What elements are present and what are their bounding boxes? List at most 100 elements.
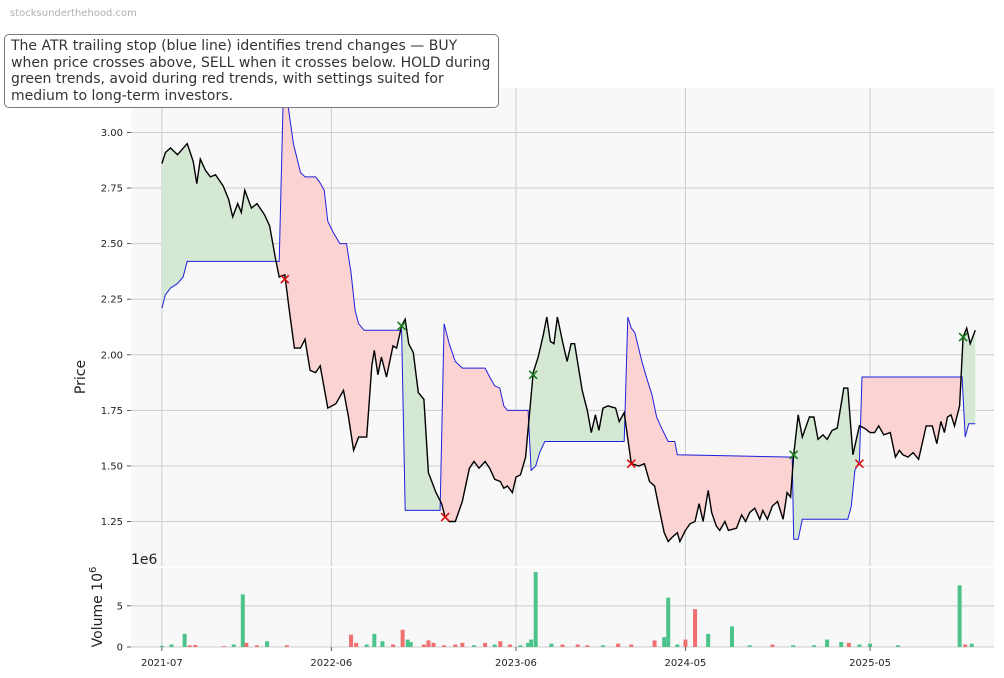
volume-bar xyxy=(675,644,680,647)
volume-bar xyxy=(846,642,851,647)
volume-bar xyxy=(187,645,192,647)
volume-y-tick-label: 0 xyxy=(117,643,123,654)
volume-bar xyxy=(963,644,968,647)
volume-bar xyxy=(483,642,488,647)
volume-bar xyxy=(498,641,503,647)
volume-bar xyxy=(372,633,377,647)
bear-trend-fill xyxy=(441,323,529,522)
price-y-tick-label: 1.75 xyxy=(101,406,123,417)
volume-bar xyxy=(825,639,830,647)
volume-bar xyxy=(231,644,236,647)
sell-signal-marker-stroke xyxy=(854,459,865,469)
price-y-tick-label: 3.00 xyxy=(101,128,123,139)
volume-bar xyxy=(616,643,621,647)
volume-bar xyxy=(560,644,565,647)
buy-signal-marker-stroke xyxy=(958,332,968,342)
volume-bar xyxy=(693,609,698,647)
price-panel: 1.25 1.50 1.75 2.00 2.25 2.50 2.75 3.00 Price xyxy=(73,88,994,566)
price-y-tick-label: 1.25 xyxy=(101,517,123,528)
volume-bar xyxy=(957,585,962,647)
bull-trend-fill xyxy=(961,328,976,438)
volume-bar xyxy=(284,645,289,647)
x-tick-label: 2021-07 xyxy=(141,658,183,669)
volume-bar xyxy=(426,640,431,647)
volume-bar xyxy=(193,644,198,647)
volume-bar xyxy=(770,644,775,647)
bull-trend-fill xyxy=(400,319,441,511)
sell-signal-marker-stroke xyxy=(280,274,290,284)
volume-y-axis-label: Volume 106 xyxy=(88,567,106,648)
volume-bar xyxy=(600,645,605,647)
bear-trend-fill xyxy=(625,316,793,542)
volume-bar xyxy=(240,594,245,647)
price-y-tick-label: 1.50 xyxy=(101,461,123,472)
volume-bar xyxy=(222,646,227,647)
volume-bar xyxy=(460,642,465,647)
buy-signal-marker xyxy=(789,450,799,460)
volume-bar xyxy=(662,637,667,647)
buy-signal-marker-stroke xyxy=(789,450,799,460)
volume-label-text: Volume 10 xyxy=(90,573,106,647)
volume-bar xyxy=(400,629,405,647)
volume-bar xyxy=(507,644,512,647)
volume-bar xyxy=(683,639,688,647)
volume-bar xyxy=(244,642,249,647)
volume-bar xyxy=(652,640,657,647)
volume-bar xyxy=(431,642,436,647)
volume-y-tick-label: 5 xyxy=(117,601,123,612)
price-y-tick-label: 2.25 xyxy=(101,295,123,306)
volume-bar xyxy=(265,641,270,647)
volume-panel: 05 1e6 Volume 106 2021-07 2022-06 2023-06 2… xyxy=(88,552,994,669)
volume-bar xyxy=(405,639,410,647)
volume-bars xyxy=(159,572,974,647)
volume-bar xyxy=(868,643,873,647)
volume-bar xyxy=(969,643,974,647)
x-tick-label: 2025-05 xyxy=(849,658,891,669)
volume-bar xyxy=(526,642,531,647)
buy-signal-marker xyxy=(958,332,968,342)
volume-offset-label: 1e6 xyxy=(131,552,158,568)
price-y-tick-label: 2.50 xyxy=(101,239,123,250)
volume-bar xyxy=(629,644,634,647)
signal-markers xyxy=(280,274,968,522)
bear-trend-fill xyxy=(276,94,400,451)
volume-bar xyxy=(747,645,752,647)
volume-bar xyxy=(895,645,900,647)
price-y-ticks: 1.25 1.50 1.75 2.00 2.25 2.50 2.75 3.00 xyxy=(101,128,131,528)
x-tick-label: 2024-05 xyxy=(665,658,707,669)
description-box: The ATR trailing stop (blue line) identi… xyxy=(4,34,499,109)
bull-trend-fill xyxy=(529,316,625,471)
volume-bar xyxy=(421,644,426,647)
volume-bar xyxy=(706,633,711,647)
volume-bar xyxy=(254,645,259,647)
volume-bar xyxy=(349,634,354,647)
volume-bar xyxy=(442,645,447,647)
volume-bar xyxy=(857,644,862,647)
volume-plot-background xyxy=(131,568,994,647)
volume-bar xyxy=(492,644,497,647)
volume-bar xyxy=(471,645,476,647)
volume-bar xyxy=(391,644,396,647)
buy-signal-marker xyxy=(528,370,538,380)
x-ticks: 2021-07 2022-06 2023-06 2024-05 2025-05 xyxy=(141,647,891,669)
price-plot-background xyxy=(131,88,994,566)
volume-bar xyxy=(529,639,534,647)
volume-bar xyxy=(729,626,734,647)
sell-signal-marker-stroke xyxy=(440,512,450,522)
sell-signal-marker xyxy=(440,512,450,522)
volume-bar xyxy=(159,645,164,647)
volume-bar xyxy=(666,597,671,647)
price-line xyxy=(161,142,976,544)
volume-bar xyxy=(380,641,385,647)
sell-signal-marker-stroke xyxy=(626,459,636,469)
volume-bar xyxy=(533,572,538,647)
sell-signal-marker xyxy=(854,459,865,469)
volume-bar xyxy=(408,642,413,647)
buy-signal-marker-stroke xyxy=(397,321,407,331)
price-y-tick-label: 2.00 xyxy=(101,350,123,361)
sell-signal-marker xyxy=(626,459,636,469)
volume-y-ticks: 05 xyxy=(117,601,131,654)
price-y-tick-label: 2.75 xyxy=(101,184,123,195)
volume-bar xyxy=(364,644,369,647)
